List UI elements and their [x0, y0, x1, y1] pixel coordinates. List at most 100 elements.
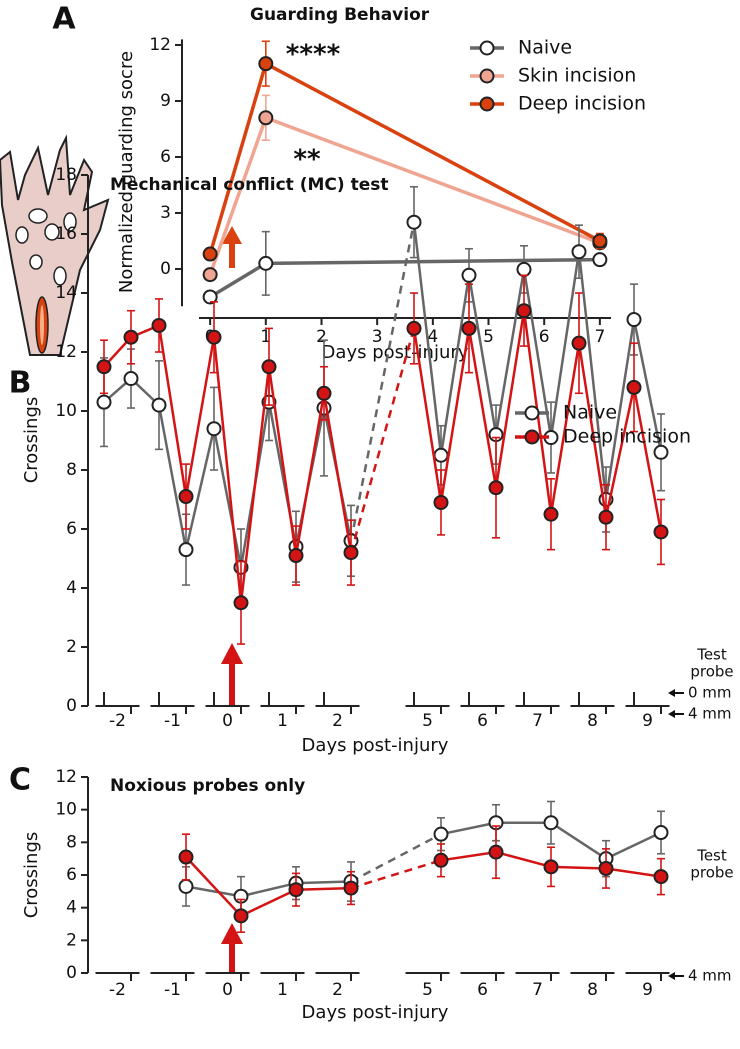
- series-line: [440, 850, 497, 862]
- x-tick-label: 2: [332, 980, 343, 1000]
- marker: [258, 56, 274, 72]
- series-line: [577, 251, 608, 500]
- marker: [123, 329, 139, 345]
- marker: [598, 509, 614, 525]
- y-axis-label: Crossings: [21, 397, 42, 484]
- series-line: [467, 328, 498, 488]
- x-tick-label: 7: [532, 711, 543, 731]
- marker: [316, 385, 332, 401]
- x-tick-label: 0: [222, 980, 233, 1000]
- injury-arrow: [221, 923, 243, 973]
- probe-arrowhead: [668, 689, 675, 697]
- series-line: [240, 888, 297, 917]
- annotation: ****: [286, 40, 341, 70]
- y-tick-label: 0: [160, 259, 171, 279]
- marker: [178, 849, 194, 865]
- annotation: **: [293, 145, 321, 175]
- marker: [258, 255, 274, 271]
- marker: [653, 444, 669, 460]
- series-line: [240, 881, 297, 898]
- series-line: [577, 342, 608, 518]
- marker: [178, 542, 194, 558]
- marker: [406, 214, 422, 230]
- probe-title: Test: [696, 646, 727, 664]
- series-line: [265, 116, 601, 245]
- series-line: [265, 257, 600, 266]
- probe-title: probe: [690, 864, 733, 882]
- series-line: [549, 342, 581, 515]
- y-tick-label: 2: [66, 930, 77, 950]
- legend-label: Skin incision: [518, 65, 636, 87]
- series-line: [522, 269, 553, 438]
- probe-title: probe: [690, 663, 733, 681]
- series-line: [632, 319, 663, 453]
- x-tick-label: 0: [222, 711, 233, 731]
- legend-marker: [479, 40, 495, 56]
- marker: [592, 233, 608, 249]
- y-tick-label: 8: [66, 460, 77, 480]
- marker: [571, 244, 587, 260]
- marker: [343, 545, 359, 561]
- y-tick-label: 4: [66, 898, 77, 918]
- series-line: [495, 850, 552, 869]
- marker: [258, 110, 274, 126]
- series-line: [185, 885, 242, 898]
- marker: [433, 852, 449, 868]
- marker: [461, 320, 477, 336]
- series-line: [440, 821, 497, 836]
- marker: [653, 869, 669, 885]
- x-tick-label: 7: [594, 327, 605, 347]
- y-tick-label: 6: [66, 519, 77, 539]
- probe-arrowhead: [668, 972, 675, 980]
- marker: [261, 359, 277, 375]
- x-tick-label: 5: [422, 711, 433, 731]
- marker: [178, 878, 194, 894]
- y-tick-label: 10: [55, 401, 77, 421]
- marker: [151, 397, 167, 413]
- x-tick-label: 2: [332, 711, 343, 731]
- y-tick-label: 6: [160, 147, 171, 167]
- chart-title: Guarding Behavior: [250, 5, 430, 25]
- series-line: [208, 63, 268, 255]
- y-tick-label: 4: [66, 578, 77, 598]
- series-line: [157, 404, 188, 550]
- marker: [406, 320, 422, 336]
- series-line: [604, 319, 636, 500]
- marker: [96, 359, 112, 375]
- x-tick-label: 2: [316, 327, 327, 347]
- marker: [206, 421, 222, 437]
- series-line: [605, 867, 662, 878]
- series-line: [184, 428, 216, 550]
- y-tick-label: 14: [55, 283, 77, 303]
- marker: [202, 267, 218, 283]
- series-line: [322, 393, 353, 553]
- panel-letter: C: [9, 763, 31, 798]
- series-line: [605, 831, 662, 860]
- series-line: [439, 328, 471, 503]
- marker: [178, 489, 194, 505]
- marker: [543, 859, 559, 875]
- series-line: [349, 221, 416, 542]
- series-line: [212, 337, 243, 603]
- marker: [516, 303, 532, 319]
- series-line: [239, 366, 271, 603]
- y-axis-label: Crossings: [21, 832, 42, 919]
- marker: [543, 815, 559, 831]
- legend-label: Deep incision: [518, 93, 646, 115]
- marker: [123, 371, 139, 387]
- y-tick-label: 18: [55, 165, 77, 185]
- marker: [96, 394, 112, 410]
- x-tick-label: 8: [587, 711, 598, 731]
- injury-arrow: [221, 643, 243, 705]
- x-tick-label: 6: [477, 711, 488, 731]
- series-line: [604, 387, 636, 518]
- series-line: [632, 387, 663, 533]
- marker: [516, 261, 532, 277]
- marker: [461, 267, 477, 283]
- x-tick-label: 1: [277, 711, 288, 731]
- series-line: [494, 269, 526, 435]
- x-tick-label: 3: [372, 327, 383, 347]
- panel-letter: B: [9, 366, 32, 401]
- x-tick-label: 8: [587, 980, 598, 1000]
